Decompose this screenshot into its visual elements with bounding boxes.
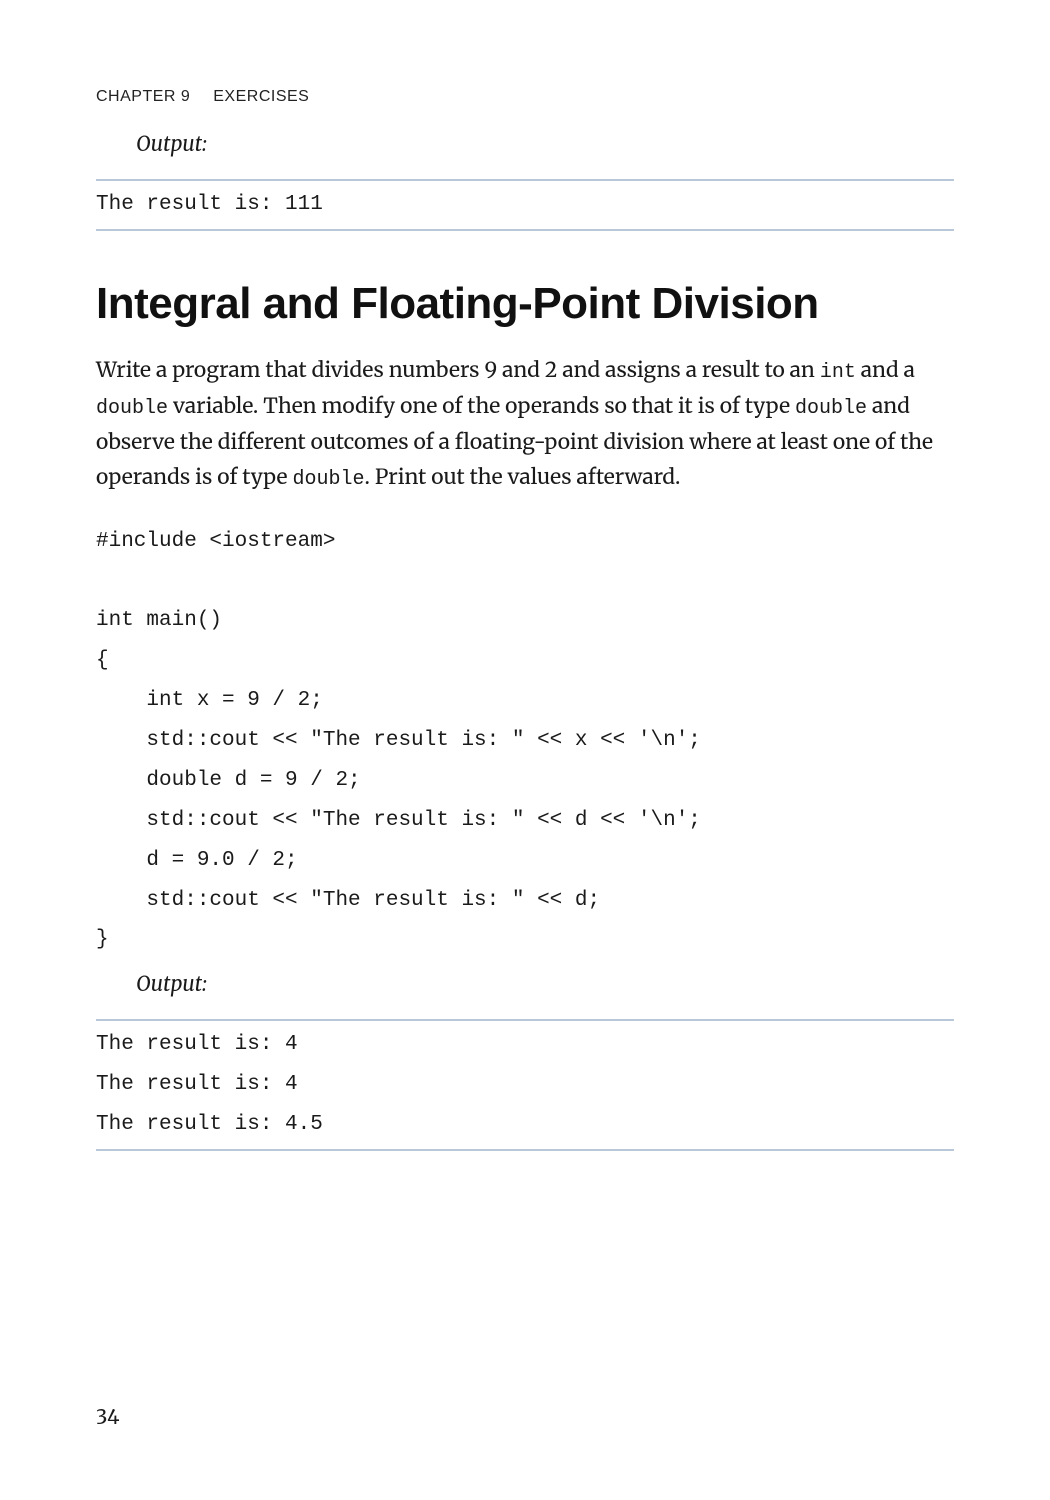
body-paragraph: Write a program that divides numbers 9 a…	[96, 353, 954, 496]
rule	[96, 1149, 954, 1151]
output-label-2: Output:	[136, 970, 954, 997]
text-run: and a	[856, 356, 915, 383]
code-block: #include <iostream> int main() { int x =…	[96, 522, 954, 961]
text-run: . Print out the values afterward.	[365, 463, 681, 490]
running-head: CHAPTER 9 EXERCISES	[96, 88, 954, 106]
inline-code: int	[820, 361, 856, 384]
output-block-1: The result is: 111	[96, 185, 954, 225]
rule	[96, 1019, 954, 1021]
rule	[96, 179, 954, 181]
inline-code: double	[292, 468, 364, 491]
text-run: Write a program that divides numbers 9 a…	[96, 356, 820, 383]
output-block-2: The result is: 4 The result is: 4 The re…	[96, 1025, 954, 1145]
output-label-1: Output:	[136, 130, 954, 157]
rule	[96, 229, 954, 231]
inline-code: double	[795, 397, 867, 420]
section-heading: Integral and Floating-Point Division	[96, 279, 954, 329]
chapter-number: CHAPTER 9	[96, 88, 190, 105]
page: CHAPTER 9 EXERCISES Output: The result i…	[0, 0, 1050, 1500]
page-number: 34	[96, 1405, 120, 1430]
chapter-title: EXERCISES	[213, 88, 309, 105]
inline-code: double	[96, 397, 168, 420]
text-run: variable. Then modify one of the operand…	[168, 392, 795, 419]
